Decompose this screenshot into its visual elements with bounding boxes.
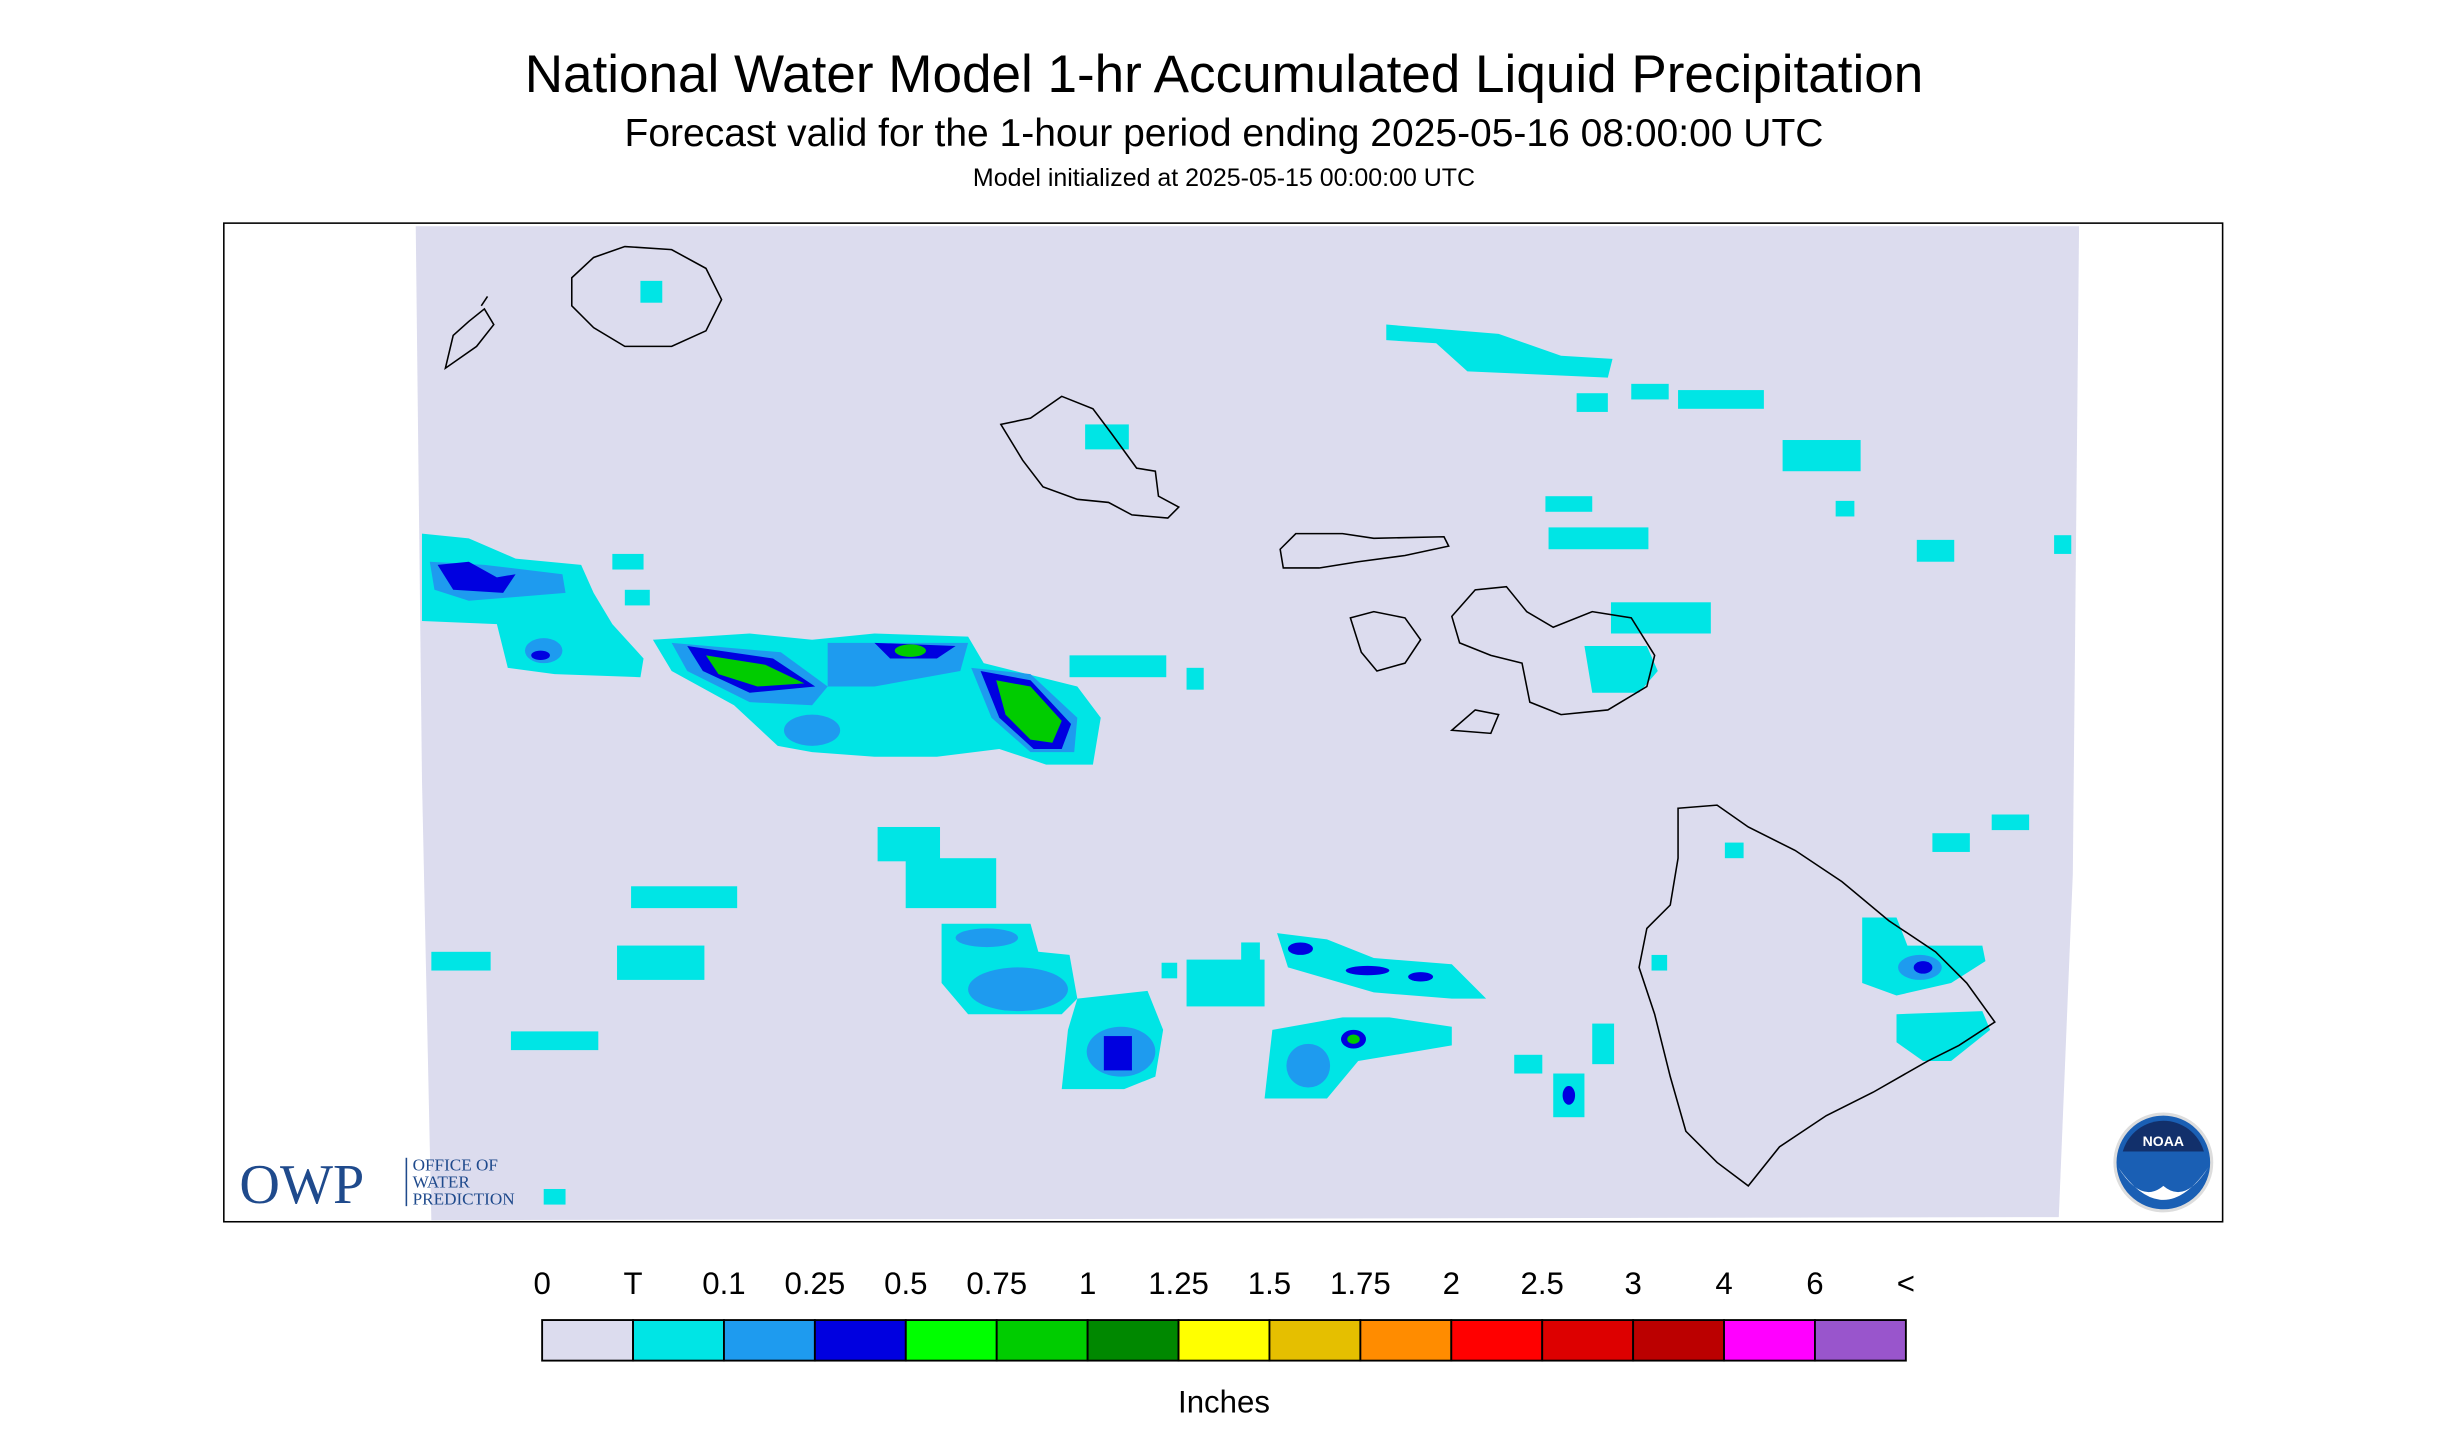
legend-swatch (1086, 1319, 1180, 1362)
legend-swatch (723, 1319, 816, 1362)
legend-label: 0 (533, 1266, 550, 1301)
init-note: Model initialized at 2025-05-15 00:00:00… (973, 164, 1475, 192)
legend-label: 0.75 (966, 1266, 1027, 1301)
legend-swatch (995, 1319, 1089, 1362)
legend-label: 0.25 (785, 1266, 846, 1301)
owp-name: PREDICTION (413, 1190, 515, 1209)
legend-swatch (1723, 1319, 1816, 1362)
legend-swatch (541, 1319, 634, 1362)
legend-swatch (904, 1319, 998, 1362)
legend-label: 3 (1624, 1266, 1641, 1301)
owp-name: OFFICE OF (413, 1155, 498, 1174)
legend-label: 1 (1079, 1266, 1096, 1301)
legend-label: 2.5 (1521, 1266, 1564, 1301)
legend-label: 1.25 (1148, 1266, 1209, 1301)
legend-label: 6 (1806, 1266, 1823, 1301)
title: National Water Model 1-hr Accumulated Li… (525, 45, 1924, 104)
legend-swatch (1359, 1319, 1453, 1362)
coastlines (444, 245, 1996, 1187)
legend-swatch (1814, 1319, 1907, 1362)
precipitation (421, 280, 2072, 1205)
owp-name: WATER (413, 1172, 471, 1191)
legend-label: 0.5 (884, 1266, 927, 1301)
data-domain (415, 226, 2080, 1221)
subtitle: Forecast valid for the 1-hour period end… (625, 112, 1824, 155)
legend-swatch (1450, 1319, 1544, 1362)
legend-swatch (632, 1319, 725, 1362)
legend-swatch (1268, 1319, 1362, 1362)
noaa-logo: NOAA (2113, 1112, 2214, 1213)
owp-logo: OWP OFFICE OF WATER PREDICTION (239, 1154, 514, 1216)
legend-swatch (1177, 1319, 1271, 1362)
legend-label: 4 (1715, 1266, 1732, 1301)
legend-label: 1.5 (1248, 1266, 1291, 1301)
legend-swatch (1632, 1319, 1725, 1362)
legend-unit: Inches (1178, 1385, 1270, 1420)
legend: Inches 0 T 0.1 0.25 0.5 0.75 1 1.25 1.5 1.75 2 2.5 3… (533, 1266, 1915, 1420)
legend-label: 1.75 (1330, 1266, 1391, 1301)
noaa-logo-text: NOAA (2143, 1133, 2184, 1149)
legend-label: < (1897, 1266, 1915, 1301)
legend-swatch (813, 1319, 907, 1362)
owp-logo-text: OWP (239, 1154, 364, 1216)
legend-label: 2 (1443, 1266, 1460, 1301)
legend-swatch (1541, 1319, 1635, 1362)
legend-label: 0.1 (702, 1266, 745, 1301)
legend-label: T (624, 1266, 643, 1301)
